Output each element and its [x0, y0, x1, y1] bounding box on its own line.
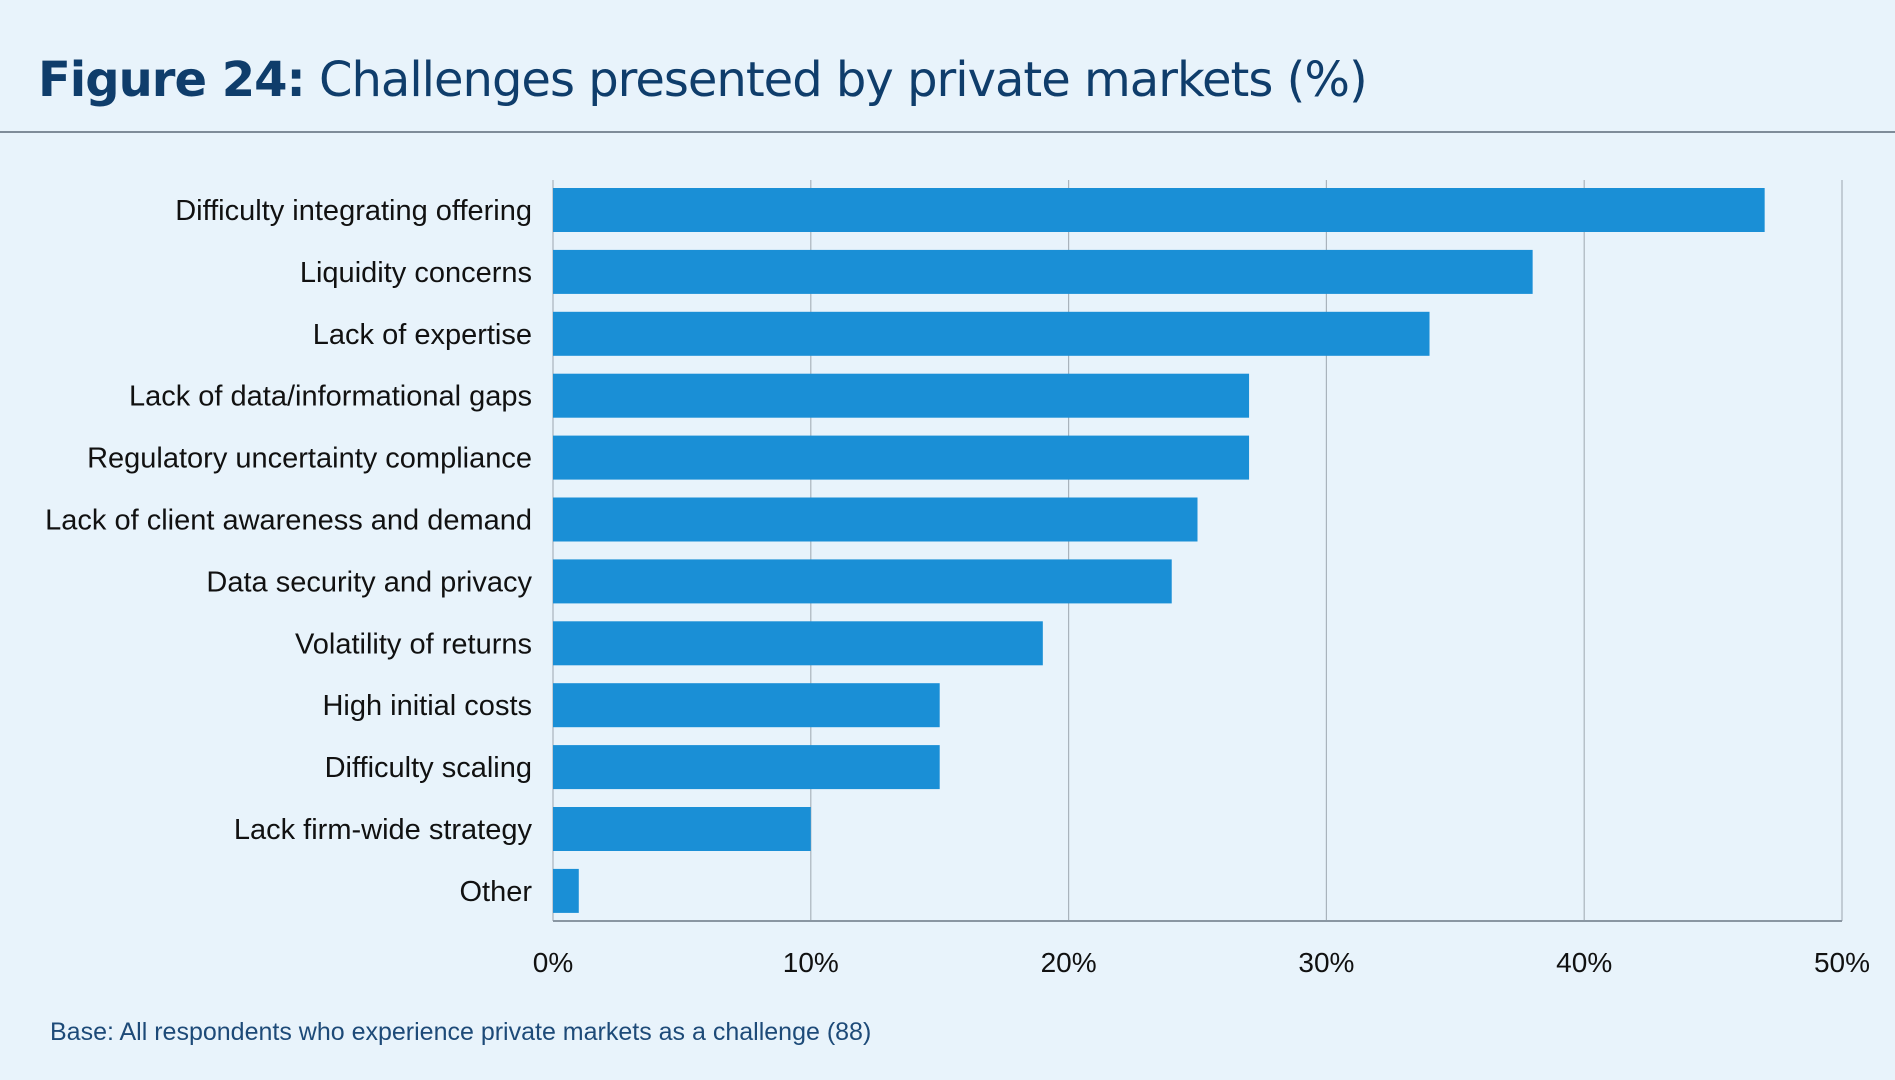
category-label: Volatility of returns — [295, 628, 532, 660]
bar — [553, 807, 811, 851]
x-tick-label: 30% — [1298, 947, 1354, 978]
base-note: Base: All respondents who experience pri… — [50, 1018, 872, 1046]
bar — [553, 435, 1250, 480]
category-label: Lack of expertise — [313, 319, 532, 351]
category-label: Liquidity concerns — [300, 257, 532, 289]
bar — [553, 683, 940, 728]
x-tick-label: 40% — [1556, 947, 1612, 978]
bar — [553, 249, 1533, 294]
category-label: Data security and privacy — [206, 566, 532, 598]
figure-number: Figure 24: — [38, 52, 306, 108]
bar — [553, 188, 1765, 232]
category-label: Lack of data/informational gaps — [129, 381, 532, 413]
category-label: Difficulty scaling — [325, 752, 532, 784]
category-label: Difficulty integrating offering — [175, 195, 532, 227]
x-tick-label: 0% — [533, 947, 573, 978]
category-label: Lack of client awareness and demand — [45, 505, 532, 537]
category-label: Regulatory uncertainty compliance — [87, 443, 532, 475]
bar — [553, 497, 1198, 542]
bar — [553, 868, 579, 913]
bar — [553, 745, 940, 790]
category-label: Lack firm-wide strategy — [234, 814, 533, 846]
bar — [553, 621, 1043, 666]
chart-title: Figure 24: Challenges presented by priva… — [38, 52, 1368, 108]
x-tick-label: 50% — [1814, 947, 1870, 978]
bar — [553, 373, 1250, 418]
category-label: Other — [459, 876, 532, 908]
bar — [553, 559, 1172, 604]
title-divider — [0, 131, 1895, 133]
bar — [553, 311, 1430, 356]
category-label: High initial costs — [322, 690, 532, 722]
x-tick-label: 20% — [1041, 947, 1097, 978]
x-tick-label: 10% — [783, 947, 839, 978]
title-text: Challenges presented by private markets … — [318, 52, 1368, 108]
